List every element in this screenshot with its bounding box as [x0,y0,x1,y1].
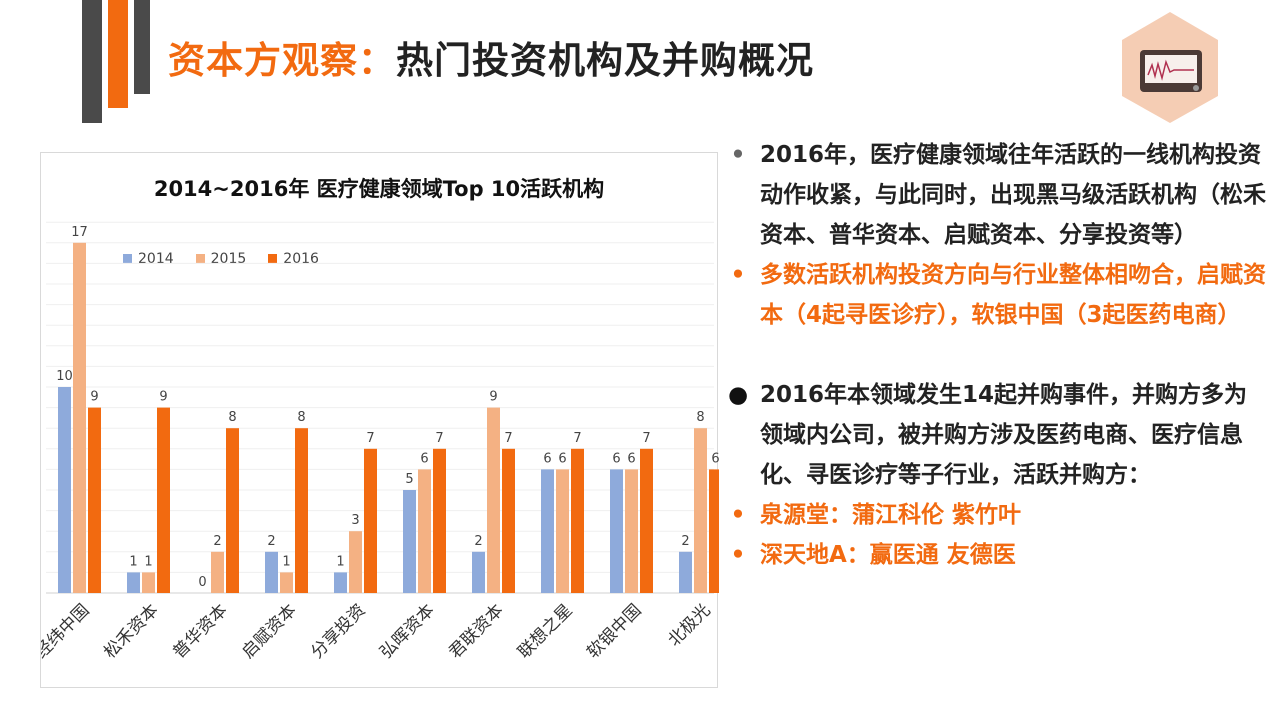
bar-2016 [295,428,308,593]
bullet-marker: • [730,262,746,288]
bar-2015 [487,407,500,593]
bullet-list: • 2016年，医疗健康领域往年活跃的一线机构投资动作收紧，与此同时，出现黑马级活… [728,135,1268,575]
data-label: 6 [420,451,428,466]
bullet-text: 深天地A：赢医通 友德医 [760,542,1016,568]
decor-bar [134,0,150,94]
data-label: 1 [336,554,344,569]
bullet-text: 多数活跃机构投资方向与行业整体相吻合，启赋资本（4起寻医诊疗），软银中国（3起医… [760,262,1266,328]
bar-2015 [280,572,293,593]
category-label: 经纬中国 [41,600,94,662]
data-label: 8 [297,410,305,425]
bar-2016 [88,407,101,593]
bar-2015 [142,572,155,593]
title-main: 热门投资机构及并购概况 [396,39,814,82]
data-label: 6 [558,451,566,466]
bar-2016 [157,407,170,593]
bullet-marker: ● [728,382,749,408]
title-prefix: 资本方观察： [168,39,396,82]
data-label: 9 [489,390,497,405]
category-label: 软银中国 [583,600,645,662]
category-label: 北极光 [664,600,714,650]
page-title: 资本方观察：热门投资机构及并购概况 [168,30,814,84]
data-label: 5 [405,472,413,487]
data-label: 7 [642,431,650,446]
bar-2016 [433,448,446,593]
data-label: 7 [573,431,581,446]
bullet-item: ● 2016年本领域发生14起并购事件，并购方多为领域内公司，被并购方涉及医药电商… [728,375,1268,495]
data-label: 1 [144,554,152,569]
bar-2014 [127,572,140,593]
category-label: 松禾资本 [100,600,162,662]
bar-2015 [556,469,569,593]
data-label: 7 [435,431,443,446]
bullet-text: 2016年，医疗健康领域往年活跃的一线机构投资动作收紧，与此同时，出现黑马级活跃… [760,142,1266,248]
data-label: 0 [198,575,206,590]
bar-2016 [364,448,377,593]
bar-2015 [625,469,638,593]
data-label: 9 [90,390,98,405]
bar-2014 [403,490,416,593]
bullet-marker: • [730,542,746,568]
bar-2014 [265,551,278,593]
bar-2015 [211,551,224,593]
category-label: 启赋资本 [238,600,300,662]
bullet-text: 2016年本领域发生14起并购事件，并购方多为领域内公司，被并购方涉及医药电商、… [760,382,1248,488]
heart-monitor-icon [1122,12,1218,123]
bar-2014 [58,387,71,593]
category-label: 分享投资 [307,600,369,662]
bullet-item: • 多数活跃机构投资方向与行业整体相吻合，启赋资本（4起寻医诊疗），软银中国（3起… [728,255,1268,335]
bullet-text: 泉源堂：蒲江科伦 紫竹叶 [760,502,1022,528]
data-label: 6 [711,451,719,466]
bar-2015 [73,242,86,594]
bar-2015 [418,469,431,593]
data-label: 3 [351,513,359,528]
data-label: 7 [504,431,512,446]
data-label: 17 [71,225,88,240]
data-label: 8 [228,410,236,425]
data-label: 2 [474,534,482,549]
bar-2016 [502,448,515,593]
bar-2014 [541,469,554,593]
data-label: 6 [612,451,620,466]
category-label: 联想之星 [514,600,576,662]
bar-2014 [679,551,692,593]
bullet-marker: • [730,502,746,528]
data-label: 2 [267,534,275,549]
bar-2014 [472,551,485,593]
bullet-marker: • [730,142,746,168]
category-label: 君联资本 [445,600,507,662]
bullet-item: • 2016年，医疗健康领域往年活跃的一线机构投资动作收紧，与此同时，出现黑马级活… [728,135,1268,255]
bar-2016 [571,448,584,593]
bar-2015 [694,428,707,593]
bar-2016 [226,428,239,593]
chart-title: 2014~2016年 医疗健康领域Top 10活跃机构 [153,177,605,201]
bullet-item: • 泉源堂：蒲江科伦 紫竹叶 [728,495,1268,535]
decor-bar [82,0,102,123]
data-label: 6 [543,451,551,466]
bar-2014 [334,572,347,593]
data-label: 9 [159,390,167,405]
bar-2016 [640,448,653,593]
data-label: 8 [696,410,704,425]
data-label: 6 [627,451,635,466]
bar-chart: 2014~2016年 医疗健康领域Top 10活跃机构 2014 2015 20… [40,152,719,688]
data-label: 7 [366,431,374,446]
bullet-item: • 深天地A：赢医通 友德医 [728,535,1268,575]
data-label: 1 [129,554,137,569]
decor-bar [108,0,128,108]
bar-2014 [610,469,623,593]
data-label: 10 [56,369,73,384]
data-label: 1 [282,554,290,569]
category-label: 弘晖资本 [376,600,438,662]
bar-2015 [349,531,362,593]
data-label: 2 [681,534,689,549]
data-label: 2 [213,534,221,549]
bar-2016 [709,469,719,593]
category-label: 普华资本 [169,600,231,662]
